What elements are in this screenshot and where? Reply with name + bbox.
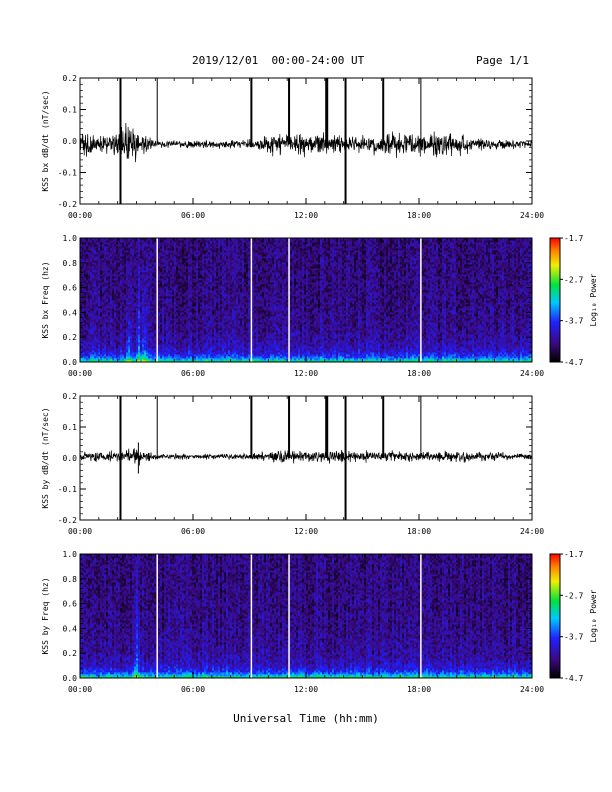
y-tick-label: 0.0 — [63, 137, 78, 146]
y-tick-label: -0.1 — [58, 169, 77, 178]
x-tick-label: 24:00 — [520, 211, 544, 220]
x-tick-label: 06:00 — [181, 211, 205, 220]
y-tick-label: 0.2 — [63, 74, 78, 83]
y-tick-label: -0.2 — [58, 200, 77, 209]
spectrogram-panel-1: 00:00 06:00 12:00 18:00 24:000.00.20.40.60.8… — [41, 234, 598, 378]
x-tick-label: 00:00 — [68, 211, 92, 220]
x-tick-label: 12:00 — [294, 211, 318, 220]
series-line — [80, 123, 532, 162]
y-tick-label: 0.1 — [63, 106, 78, 115]
dbdt-panel-0: 00:00 06:00 12:00 18:00 24:00 -0.2 -0.1 0.0 0.1 0… — [41, 74, 544, 220]
y-axis-label: KSS bx dB/dt (nT/sec) — [41, 90, 50, 191]
spectrogram-cells — [80, 238, 532, 362]
x-tick-label: 18:00 — [407, 211, 431, 220]
